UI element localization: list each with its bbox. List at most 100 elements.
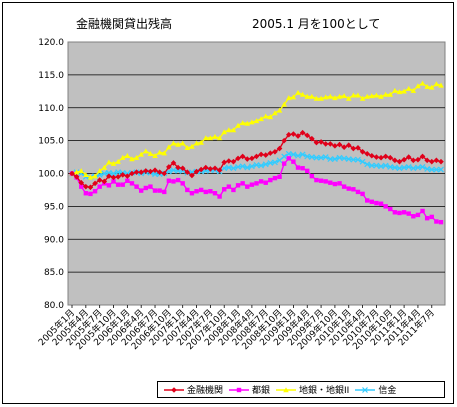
data-point [156, 149, 163, 155]
data-point [373, 92, 380, 98]
data-point [110, 170, 117, 177]
data-point [405, 85, 412, 91]
data-point [369, 199, 375, 204]
legend-item: 都銀 [229, 383, 270, 396]
data-point [166, 178, 172, 183]
data-point [327, 93, 334, 99]
data-point [147, 150, 154, 156]
data-point [106, 183, 112, 188]
data-point [313, 95, 320, 101]
data-point [221, 159, 228, 166]
data-point [179, 140, 186, 146]
data-point [110, 160, 117, 166]
data-point [249, 182, 255, 187]
data-point [387, 164, 394, 170]
data-point [419, 80, 426, 86]
data-point [138, 151, 144, 157]
data-point [388, 206, 393, 212]
data-point [249, 119, 255, 125]
legend-swatch [355, 386, 376, 393]
data-point [401, 156, 407, 163]
data-point [258, 151, 264, 158]
data-point [184, 169, 191, 175]
data-point [239, 153, 246, 160]
data-point [170, 167, 177, 174]
data-point [428, 84, 435, 90]
data-point [336, 93, 343, 99]
legend-item: 信金 [355, 383, 396, 396]
data-point [189, 143, 195, 149]
data-point [415, 212, 421, 218]
data-point [295, 89, 301, 95]
data-point [111, 179, 116, 184]
data-point [138, 169, 144, 175]
data-point [318, 178, 324, 183]
data-point [175, 164, 181, 171]
data-point [138, 188, 144, 193]
data-point [268, 177, 273, 183]
y-tick-label: 85.0 [44, 268, 64, 278]
data-point [147, 168, 154, 175]
data-point [374, 200, 379, 206]
data-point [322, 154, 329, 160]
data-point [230, 158, 237, 165]
data-point [230, 127, 237, 133]
data-point [96, 177, 103, 183]
data-point [222, 187, 227, 192]
data-point [328, 180, 333, 185]
data-point [396, 89, 403, 95]
data-point [115, 169, 122, 176]
data-point [258, 162, 265, 169]
data-point [382, 153, 389, 160]
data-point [332, 143, 338, 149]
data-point [396, 165, 403, 172]
data-point [212, 165, 218, 172]
data-point [341, 93, 347, 99]
data-point [277, 174, 282, 179]
data-point [350, 92, 357, 98]
y-tick-label: 105.0 [38, 137, 64, 147]
data-point [434, 219, 439, 224]
data-point [429, 214, 434, 220]
data-point [216, 135, 223, 141]
legend-label: 都銀 [252, 386, 271, 396]
data-point [194, 189, 199, 194]
legend-swatch [164, 386, 184, 393]
legend-marker [171, 386, 177, 393]
data-point [290, 94, 297, 100]
data-point [285, 131, 292, 138]
data-point [267, 114, 274, 120]
data-point [406, 211, 411, 216]
data-point [322, 94, 329, 100]
data-point [185, 187, 190, 193]
data-point [78, 168, 85, 174]
data-point [359, 149, 366, 155]
data-point [97, 184, 102, 189]
data-point [392, 210, 398, 215]
data-point [276, 107, 283, 113]
data-point [101, 170, 108, 177]
data-point [369, 152, 375, 159]
data-point [341, 155, 348, 162]
data-point [119, 154, 126, 160]
data-point [175, 167, 182, 174]
data-point [171, 179, 176, 184]
data-point [355, 145, 361, 151]
data-point [295, 152, 301, 159]
data-point [387, 154, 394, 161]
data-point [327, 141, 334, 147]
data-point [382, 162, 389, 169]
y-tick-label: 115.0 [38, 71, 64, 81]
data-point [419, 164, 426, 170]
data-point [106, 159, 112, 165]
data-point [281, 137, 287, 144]
data-point [262, 113, 269, 119]
data-point [392, 157, 398, 164]
data-point [433, 166, 440, 173]
data-point [364, 150, 370, 157]
data-point [262, 152, 269, 158]
data-point [286, 156, 291, 161]
series-0 [69, 129, 444, 191]
data-point [351, 187, 356, 192]
legend-marker [236, 387, 242, 392]
